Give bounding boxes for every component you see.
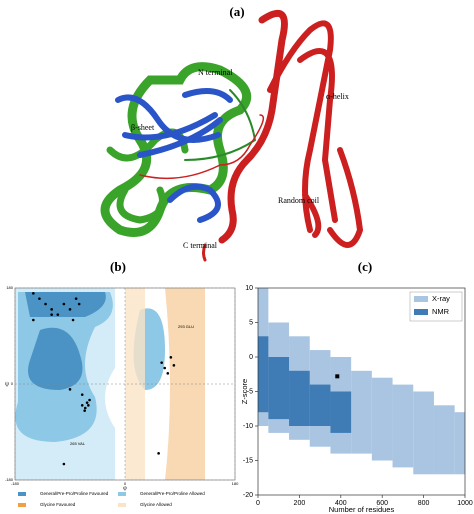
residue-point — [83, 409, 86, 412]
x-tick-label: 600 — [376, 500, 388, 507]
residue-point — [80, 404, 84, 407]
panel-label: (c) — [358, 259, 372, 274]
legend-swatch — [414, 309, 428, 315]
y-axis-label: Z-score — [240, 379, 249, 404]
x-tick-label: 1000 — [457, 500, 473, 507]
residue-point — [157, 452, 160, 455]
residue-point — [50, 313, 53, 316]
annotation: C terminal — [183, 241, 218, 250]
panel-label: (a) — [229, 4, 244, 19]
x-tick-label: 0 — [256, 500, 260, 507]
point-label: 265 VAL — [70, 441, 86, 446]
legend-swatch — [18, 492, 26, 496]
x-axis-label: Number of residues — [329, 505, 395, 514]
y-tick-label: 5 — [249, 319, 253, 326]
residue-point — [87, 404, 90, 407]
annotation: N terminal — [198, 68, 233, 77]
x-tick-label: 200 — [294, 500, 306, 507]
score-range — [309, 384, 331, 426]
x-tick-label: 800 — [418, 500, 430, 507]
residue-point — [68, 388, 72, 391]
legend-label: Glycine Allowed — [140, 502, 172, 507]
y-tick-label: -5 — [247, 388, 253, 395]
residue-point — [80, 393, 84, 396]
score-range — [289, 370, 310, 426]
score-range — [258, 336, 269, 413]
legend-swatch — [118, 492, 126, 496]
score-range — [371, 377, 393, 461]
legend-label: Glycine Favoured — [40, 502, 76, 507]
legend-label: General/Pre-Pro/Proline Favoured — [40, 491, 109, 496]
x-tick-label: 0 — [124, 481, 127, 486]
query-point — [335, 374, 340, 379]
score-range — [392, 384, 414, 468]
residue-point — [32, 318, 35, 322]
x-axis-label: φ — [123, 485, 127, 491]
residue-point — [85, 401, 89, 404]
residue-point — [88, 398, 91, 402]
annotation: β-sheet — [131, 123, 155, 132]
score-range — [351, 370, 372, 454]
y-tick-label: -20 — [243, 492, 253, 499]
y-tick-label: -180 — [5, 477, 14, 482]
residue-point — [77, 302, 81, 306]
y-tick-label: -10 — [243, 423, 253, 430]
annotation: α-helix — [326, 92, 349, 101]
score-range — [454, 412, 465, 475]
legend-swatch — [118, 503, 126, 507]
point-label: 293 GLU — [178, 324, 194, 329]
residue-point — [163, 366, 167, 370]
y-tick-label: 180 — [6, 285, 13, 290]
legend-swatch — [18, 503, 26, 507]
residue-point — [160, 361, 163, 364]
residue-point — [50, 308, 53, 311]
score-range — [433, 405, 455, 475]
x-tick-label: 400 — [335, 500, 347, 507]
score-range — [330, 391, 352, 433]
residue-point — [38, 297, 41, 300]
residue-point — [166, 372, 170, 375]
x-tick-label: 180 — [232, 481, 239, 486]
y-tick-label: 0 — [249, 354, 253, 361]
residue-point — [56, 313, 60, 316]
residue-point — [62, 462, 66, 466]
residue-point — [71, 318, 75, 322]
y-tick-label: -15 — [243, 457, 253, 464]
residue-point — [169, 356, 173, 359]
residue-point — [74, 297, 78, 300]
residue-point — [44, 302, 47, 306]
y-tick-label: 10 — [245, 285, 253, 292]
score-range — [268, 357, 290, 420]
score-range — [413, 391, 434, 475]
x-tick-label: -180 — [11, 481, 20, 486]
residue-point — [172, 364, 176, 367]
protein-structure — [100, 9, 364, 262]
residue-point — [62, 302, 66, 306]
annotation: Random coil — [278, 196, 320, 205]
residue-point — [83, 406, 87, 410]
panel-label: (b) — [110, 259, 126, 274]
residue-point — [32, 292, 35, 295]
legend-label: X-ray — [432, 294, 450, 303]
y-tick-label: 0 — [11, 381, 14, 386]
legend-label: NMR — [432, 307, 450, 316]
residue-point — [68, 308, 72, 311]
legend-label: General/Pre-Pro/Proline Allowed — [140, 491, 205, 496]
legend-swatch — [414, 296, 428, 302]
y-axis-label: ψ — [5, 381, 9, 387]
